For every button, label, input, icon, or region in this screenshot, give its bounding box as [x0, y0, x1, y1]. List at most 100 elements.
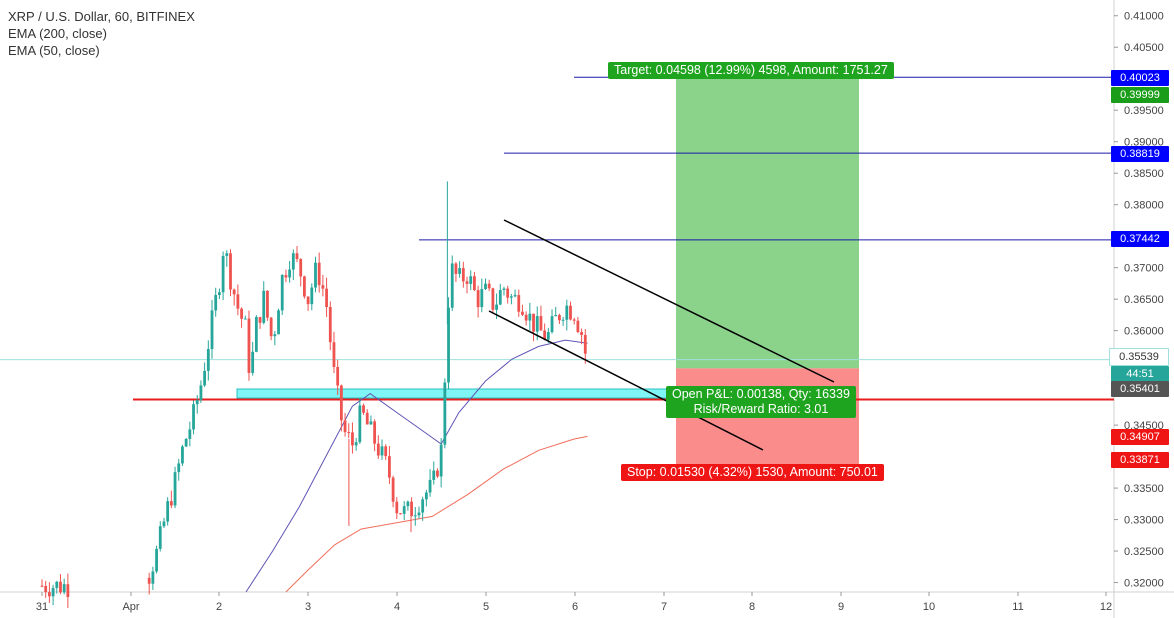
price-badge: 0.35401: [1111, 381, 1169, 397]
candle-body: [498, 289, 502, 305]
candle-body: [284, 275, 288, 278]
candle-body: [558, 315, 561, 321]
candle-body: [328, 307, 332, 343]
candle-body: [166, 501, 170, 522]
candle-body: [173, 472, 177, 506]
x-tick-label: 31: [36, 601, 48, 613]
y-tick-label: 0.36500: [1124, 294, 1164, 306]
candle-body: [147, 577, 151, 584]
y-tick-label: 0.32500: [1124, 546, 1164, 558]
y-tick-label: 0.33500: [1124, 483, 1164, 495]
candle-body: [44, 585, 48, 593]
candle-body: [554, 315, 558, 317]
candle-body: [561, 319, 565, 321]
x-tick-label: Apr: [122, 601, 139, 613]
candle-body: [532, 313, 535, 332]
candle-body: [247, 318, 251, 373]
candle-body: [413, 515, 417, 517]
candle-body: [458, 268, 462, 274]
candle-body: [399, 513, 402, 515]
channel-upper-line: [503, 219, 835, 383]
candle-body: [169, 501, 173, 506]
y-tick-label: 0.39500: [1124, 105, 1164, 117]
candle-body: [288, 269, 292, 278]
candle-body: [358, 405, 362, 443]
candle-body: [365, 412, 369, 425]
price-badge: 0.40023: [1111, 70, 1169, 86]
candle-body: [580, 331, 583, 335]
x-tick-label: 11: [1012, 601, 1023, 613]
candle-body: [362, 405, 365, 413]
candle-body: [569, 305, 572, 320]
symbol-title: XRP / U.S. Dollar, 60, BITFINEX: [8, 9, 195, 24]
price-badge: 0.33871: [1111, 452, 1169, 468]
candle-body: [339, 385, 343, 421]
candle-body: [299, 259, 303, 277]
candle-body: [465, 281, 469, 284]
y-tick-label: 0.36000: [1124, 326, 1164, 338]
open-pnl-box: Open P&L: 0.00138, Qty: 16339 Risk/Rewar…: [666, 386, 856, 418]
candle-body: [214, 295, 218, 311]
ema50-legend: EMA (50, close): [8, 43, 100, 58]
candle-body: [295, 253, 299, 260]
candle-body: [417, 512, 421, 516]
candle-body: [373, 421, 377, 444]
demand-zone: [236, 388, 678, 399]
x-tick-label: 4: [394, 601, 400, 613]
candle-body: [535, 316, 539, 332]
open-pnl-text: Open P&L: 0.00138, Qty: 16339: [672, 387, 850, 401]
candle-body: [188, 429, 192, 439]
candle-body: [424, 492, 428, 500]
candle-body: [243, 318, 247, 320]
candle-body: [310, 287, 314, 305]
y-tick-label: 0.41000: [1124, 11, 1164, 23]
candle-body: [158, 526, 162, 549]
target-zone: [676, 78, 859, 369]
candle-body: [513, 295, 517, 297]
candle-body: [177, 463, 181, 473]
y-tick-label: 0.38000: [1124, 200, 1164, 212]
candle-body: [546, 332, 550, 340]
y-tick-label: 0.39000: [1124, 137, 1164, 149]
y-tick-label: 0.38500: [1124, 168, 1164, 180]
x-tick-label: 10: [923, 601, 935, 613]
candle-body: [280, 275, 284, 311]
candle-body: [251, 351, 255, 373]
candle-body: [229, 253, 232, 290]
candle-body: [336, 366, 340, 386]
candle-body: [332, 342, 336, 367]
candle-body: [203, 370, 207, 386]
candle-body: [317, 262, 321, 286]
x-tick-label: 8: [749, 601, 755, 613]
candle-body: [439, 444, 443, 477]
candle-body: [240, 308, 243, 319]
candle-body: [495, 304, 498, 310]
candle-body: [199, 385, 203, 401]
candle-body: [524, 314, 528, 321]
candle-body: [66, 584, 70, 598]
candle-body: [487, 283, 491, 289]
candle-body: [162, 521, 166, 527]
candle-body: [47, 592, 51, 597]
candle-body: [521, 311, 524, 315]
candle-body: [343, 420, 347, 433]
candle-body: [273, 334, 277, 337]
candle-body: [528, 313, 532, 321]
candle-body: [517, 295, 521, 312]
candle-body: [450, 263, 454, 308]
candle-body: [461, 268, 465, 282]
risk-reward-text: Risk/Reward Ratio: 3.01: [693, 402, 829, 416]
candle-body: [155, 548, 158, 572]
candle-body: [406, 501, 410, 507]
candle-body: [491, 288, 495, 310]
candle-body: [210, 310, 214, 350]
candle-body: [236, 294, 240, 309]
price-badge: 0.39999: [1111, 87, 1169, 103]
candle-body: [258, 317, 262, 323]
candle-body: [218, 292, 221, 296]
candle-body: [354, 442, 358, 446]
candle-body: [306, 296, 310, 305]
candle-body: [565, 305, 569, 320]
y-tick-label: 0.32000: [1124, 578, 1164, 590]
